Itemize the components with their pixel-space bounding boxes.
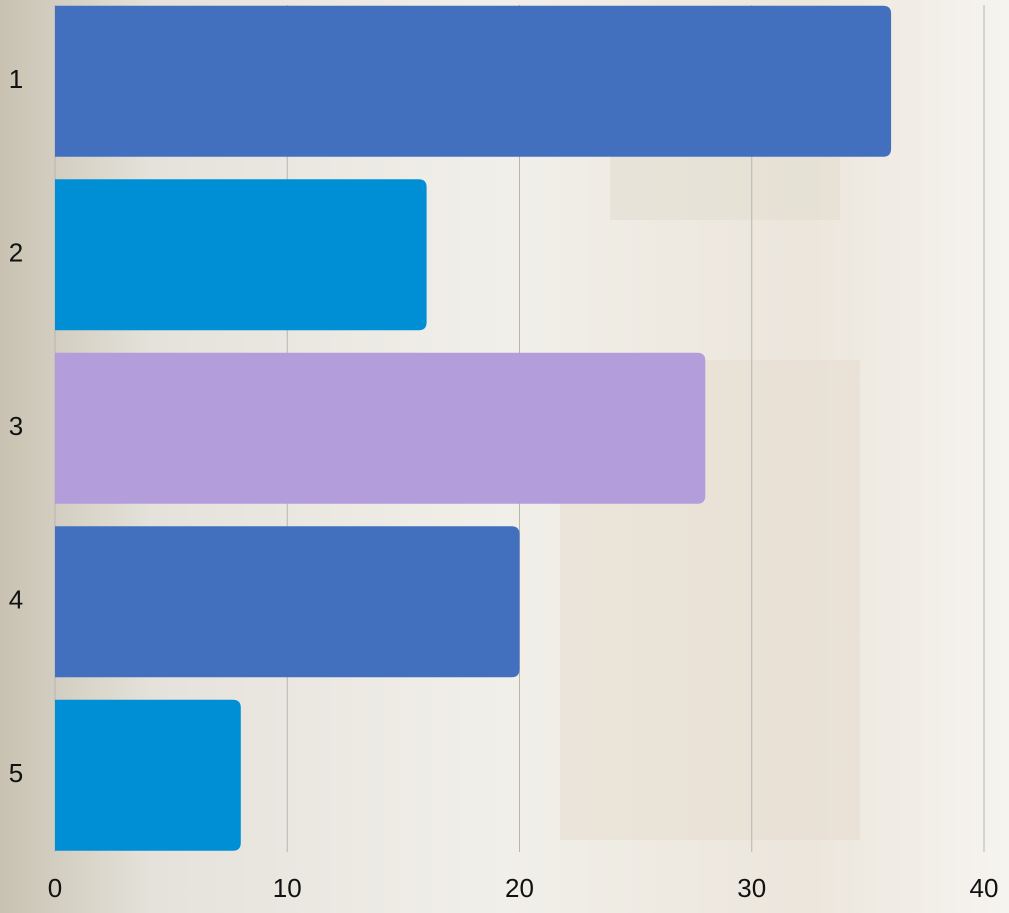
y-tick-label: 4 bbox=[9, 585, 23, 615]
bar bbox=[55, 352, 706, 504]
bar bbox=[55, 699, 241, 851]
x-tick-label: 20 bbox=[505, 873, 534, 903]
background-shape bbox=[610, 150, 840, 220]
y-tick-label: 3 bbox=[9, 411, 23, 441]
x-tick-label: 40 bbox=[970, 873, 999, 903]
y-tick-label: 5 bbox=[9, 758, 23, 788]
bar bbox=[55, 5, 892, 157]
bar bbox=[55, 526, 520, 678]
y-tick-label: 2 bbox=[9, 238, 23, 268]
y-tick-label: 1 bbox=[9, 64, 23, 94]
x-tick-label: 30 bbox=[737, 873, 766, 903]
bar bbox=[55, 179, 427, 331]
x-tick-label: 0 bbox=[48, 873, 62, 903]
x-tick-label: 10 bbox=[273, 873, 302, 903]
